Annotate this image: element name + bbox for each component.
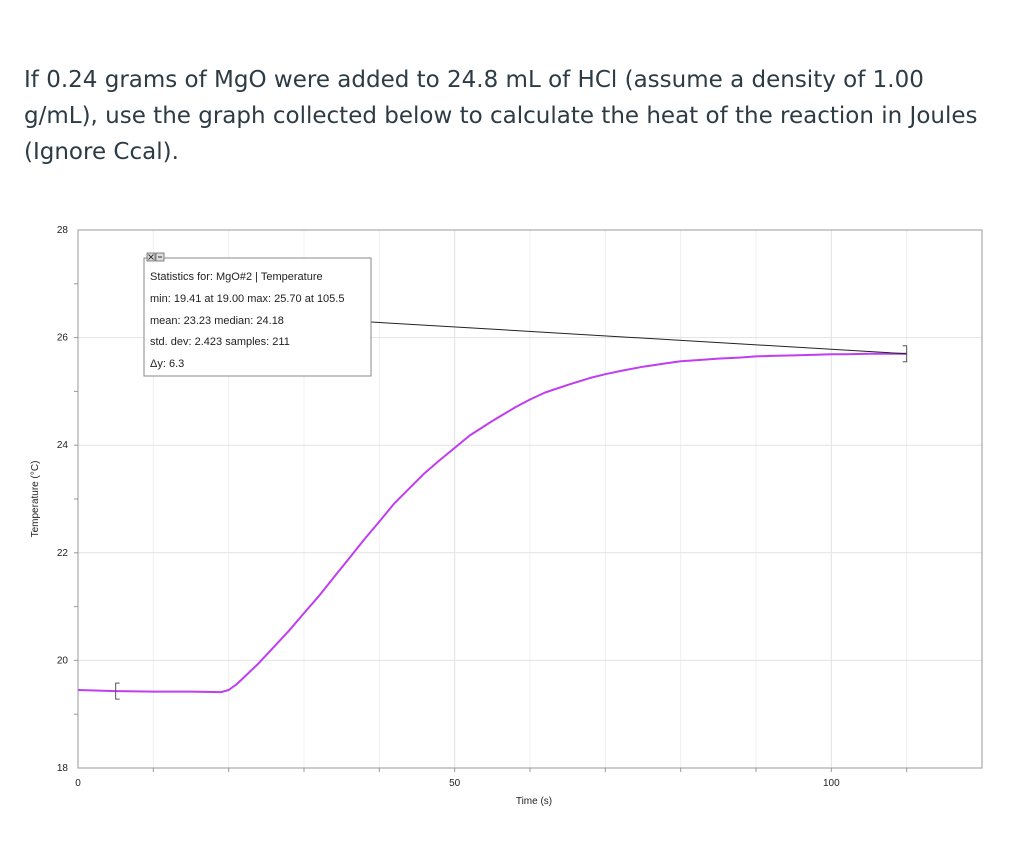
x-tick-label: 0 <box>75 778 81 789</box>
stats-line-1: Statistics for: MgO#2 | Temperature <box>150 271 323 283</box>
y-tick-label: 18 <box>57 763 69 774</box>
y-tick-label: 22 <box>57 548 69 559</box>
axis-ticks: 0 50 100 18 20 22 24 26 28 <box>57 225 908 789</box>
series-layer <box>77 345 908 700</box>
y-tick-label: 26 <box>57 333 69 344</box>
question-text: If 0.24 grams of MgO were added to 24.8 … <box>24 62 1004 170</box>
options-icon[interactable] <box>155 252 165 262</box>
stats-leader-line <box>370 321 907 355</box>
temperature-line <box>77 352 907 694</box>
question-paragraph: If 0.24 grams of MgO were added to 24.8 … <box>24 67 978 165</box>
stats-line-5: Δy: 6.3 <box>150 358 184 370</box>
close-icon[interactable] <box>146 252 156 262</box>
stats-line-2: min: 19.41 at 19.00 max: 25.70 at 105.5 <box>150 293 344 305</box>
y-tick-label: 20 <box>57 655 69 666</box>
x-tick-label: 50 <box>449 778 461 789</box>
stats-line-3: mean: 23.23 median: 24.18 <box>150 315 284 327</box>
statistics-box[interactable]: Statistics for: MgO#2 | Temperature min:… <box>143 252 372 377</box>
y-tick-label: 28 <box>57 225 69 236</box>
x-tick-label: 100 <box>823 778 840 789</box>
selection-end-bracket <box>902 345 908 363</box>
y-axis-label: Temperature (°C) <box>30 461 41 538</box>
selection-start-bracket <box>115 682 120 700</box>
stats-line-4: std. dev: 2.423 samples: 211 <box>150 336 290 348</box>
y-tick-label: 24 <box>57 440 69 451</box>
x-axis-label: Time (s) <box>516 796 552 807</box>
grid <box>78 230 982 768</box>
temperature-chart[interactable]: 0 50 100 18 20 22 24 26 28 Time (s) Temperature … <box>0 210 1024 830</box>
